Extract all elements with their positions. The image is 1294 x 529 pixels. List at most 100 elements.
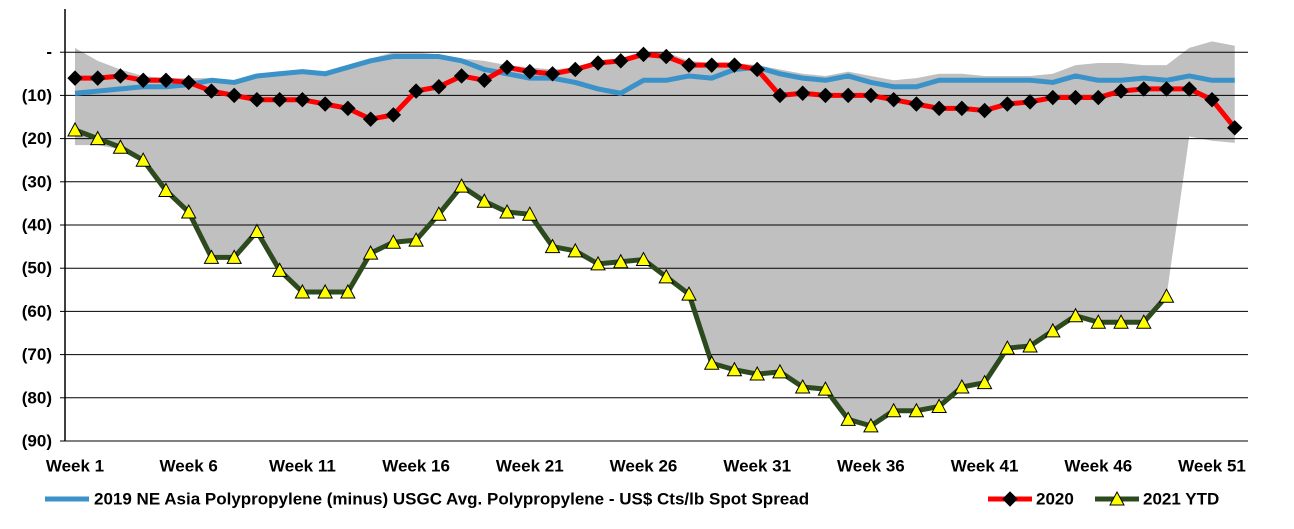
data-point bbox=[271, 92, 288, 108]
x-tick-label: Week 16 bbox=[382, 456, 450, 475]
data-point bbox=[135, 152, 152, 167]
data-point bbox=[1090, 89, 1107, 106]
data-point bbox=[1067, 307, 1084, 323]
data-point bbox=[908, 96, 925, 112]
data-point bbox=[749, 61, 765, 78]
data-point bbox=[112, 68, 129, 84]
data-point bbox=[681, 57, 697, 73]
data-point bbox=[453, 178, 470, 193]
legend-label: 2021 YTD bbox=[1143, 489, 1219, 508]
data-point bbox=[249, 223, 265, 238]
data-point bbox=[658, 268, 675, 284]
data-point bbox=[90, 70, 106, 86]
y-tick-label: (60) bbox=[22, 302, 52, 321]
data-point bbox=[590, 55, 606, 71]
y-tick-label: - bbox=[46, 43, 52, 62]
data-point bbox=[704, 57, 720, 73]
data-point bbox=[431, 79, 447, 95]
data-point bbox=[203, 83, 220, 99]
series-line bbox=[75, 51, 1237, 130]
data-point bbox=[340, 100, 356, 117]
data-point bbox=[1044, 322, 1061, 338]
data-point bbox=[1067, 89, 1084, 106]
data-point bbox=[431, 206, 447, 221]
data-point bbox=[885, 92, 902, 108]
data-point bbox=[544, 66, 561, 82]
data-point bbox=[408, 83, 424, 99]
y-tick-label: (40) bbox=[22, 215, 52, 234]
data-point bbox=[772, 87, 788, 104]
data-point bbox=[613, 53, 629, 69]
y-tick-label: (30) bbox=[22, 172, 52, 191]
data-point bbox=[885, 402, 902, 418]
data-point bbox=[1227, 120, 1243, 136]
data-point bbox=[1204, 92, 1220, 108]
data-point bbox=[567, 242, 584, 258]
data-point bbox=[1045, 89, 1061, 106]
data-point bbox=[203, 249, 220, 264]
y-tick-label: (10) bbox=[22, 86, 52, 105]
x-tick-label: Week 1 bbox=[46, 456, 104, 475]
data-point bbox=[180, 203, 197, 219]
y-tick-label: (20) bbox=[22, 129, 52, 148]
data-point bbox=[703, 355, 720, 370]
data-point bbox=[931, 100, 947, 117]
data-point bbox=[499, 59, 515, 76]
x-tick-label: Week 41 bbox=[951, 456, 1019, 475]
x-tick-label: Week 26 bbox=[610, 456, 678, 475]
data-point bbox=[749, 365, 766, 381]
x-tick-label: Week 11 bbox=[269, 456, 336, 475]
data-point bbox=[521, 206, 538, 221]
data-point bbox=[317, 96, 333, 112]
data-point bbox=[112, 139, 129, 154]
data-point bbox=[726, 57, 743, 73]
data-point bbox=[954, 100, 970, 117]
data-point bbox=[89, 130, 106, 146]
series-line bbox=[74, 54, 1235, 96]
data-point bbox=[135, 72, 151, 88]
data-point bbox=[567, 61, 583, 78]
x-tick-label: Week 21 bbox=[496, 456, 564, 475]
data-point bbox=[681, 286, 697, 301]
data-point bbox=[158, 72, 174, 88]
legend-marker bbox=[1109, 490, 1125, 506]
x-tick-label: Week 36 bbox=[837, 456, 905, 475]
data-point bbox=[1022, 337, 1038, 353]
data-point bbox=[590, 255, 606, 271]
x-tick-label: Week 51 bbox=[1178, 456, 1246, 475]
data-point bbox=[226, 87, 242, 104]
data-point bbox=[908, 402, 925, 418]
data-point bbox=[67, 70, 83, 86]
data-point bbox=[817, 87, 834, 104]
data-point bbox=[453, 68, 470, 84]
data-point bbox=[954, 378, 970, 394]
data-point bbox=[408, 232, 424, 247]
data-point bbox=[522, 63, 538, 80]
data-point bbox=[658, 48, 674, 65]
data-point bbox=[226, 249, 243, 264]
data-point bbox=[1158, 288, 1175, 303]
legend-label: 2020 bbox=[1036, 489, 1074, 508]
data-point bbox=[863, 417, 879, 433]
data-point bbox=[271, 262, 288, 277]
data-point bbox=[1158, 81, 1175, 97]
data-point bbox=[476, 72, 493, 88]
x-tick-label: Week 46 bbox=[1064, 456, 1132, 475]
data-point bbox=[385, 107, 402, 123]
data-point bbox=[612, 253, 629, 269]
legend-marker bbox=[1002, 491, 1018, 507]
legend-label: 2019 NE Asia Polypropylene (minus) USGC … bbox=[94, 489, 809, 508]
data-point bbox=[999, 96, 1016, 112]
data-point bbox=[1022, 94, 1038, 110]
data-point bbox=[772, 363, 788, 379]
data-point bbox=[817, 381, 834, 396]
data-point bbox=[1136, 81, 1152, 97]
data-point bbox=[999, 340, 1016, 355]
data-point bbox=[340, 283, 356, 299]
data-point bbox=[1181, 81, 1197, 97]
data-point bbox=[863, 87, 879, 104]
data-point bbox=[67, 121, 83, 137]
range-band bbox=[75, 41, 1235, 426]
data-point bbox=[544, 238, 561, 254]
x-tick-label: Week 31 bbox=[723, 456, 791, 475]
